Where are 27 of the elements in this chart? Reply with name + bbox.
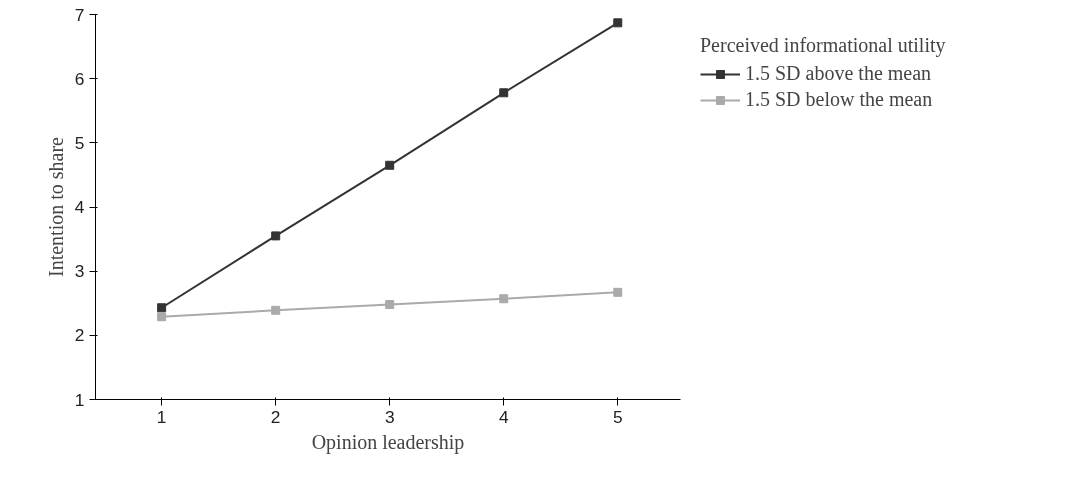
y-tick-label: 6 — [74, 68, 85, 89]
x-tick-label: 4 — [498, 406, 509, 427]
point — [613, 18, 623, 28]
y-tick-label: 4 — [74, 197, 85, 217]
legend-label: 1.5 SD below the mean — [745, 88, 933, 111]
point — [271, 231, 281, 241]
point — [385, 160, 395, 170]
point — [157, 312, 167, 322]
legend-title: Perceived informational utility — [700, 34, 946, 57]
y-tick-label: 5 — [74, 132, 85, 153]
y-tick-label: 3 — [74, 261, 85, 282]
legend-label: 1.5 SD above the mean — [745, 62, 932, 85]
point — [613, 287, 623, 297]
x-tick-label: 1 — [156, 406, 167, 427]
y-tick-label: 1 — [74, 389, 85, 410]
x-tick-label: 2 — [270, 406, 281, 427]
y-tick-label: 7 — [74, 4, 85, 25]
point — [499, 88, 509, 98]
y-axis-title: Intention to share — [44, 136, 67, 277]
x-tick-label: 5 — [612, 406, 623, 427]
point — [499, 294, 509, 304]
point — [157, 303, 167, 313]
point — [271, 305, 281, 315]
point — [385, 300, 395, 310]
x-axis-title: Opinion leadership — [311, 430, 465, 454]
y-tick-label: 2 — [74, 325, 85, 346]
x-tick-label: 3 — [384, 406, 395, 427]
